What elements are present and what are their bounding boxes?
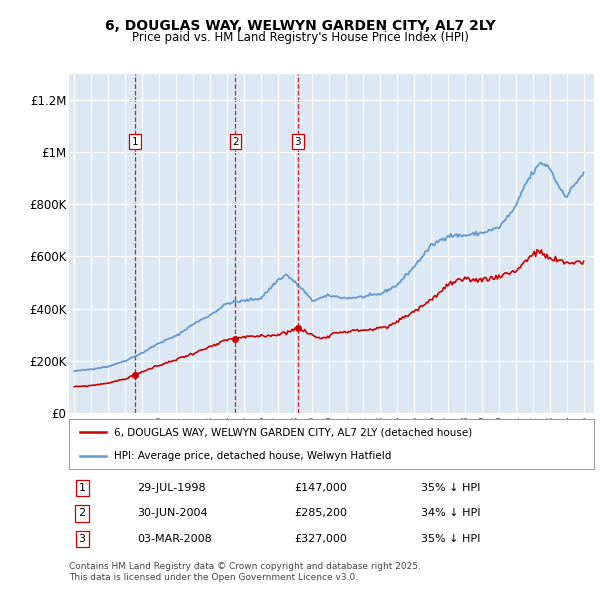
Text: 35% ↓ HPI: 35% ↓ HPI [421,534,480,544]
Text: 1: 1 [131,137,138,146]
Text: 1: 1 [79,483,86,493]
Text: £147,000: £147,000 [295,483,347,493]
Text: Price paid vs. HM Land Registry's House Price Index (HPI): Price paid vs. HM Land Registry's House … [131,31,469,44]
Text: £285,200: £285,200 [295,509,348,519]
Text: 03-MAR-2008: 03-MAR-2008 [137,534,212,544]
Text: £327,000: £327,000 [295,534,347,544]
Text: Contains HM Land Registry data © Crown copyright and database right 2025.: Contains HM Land Registry data © Crown c… [69,562,421,571]
Text: 3: 3 [79,534,86,544]
Text: 35% ↓ HPI: 35% ↓ HPI [421,483,480,493]
Text: 34% ↓ HPI: 34% ↓ HPI [421,509,480,519]
Text: 6, DOUGLAS WAY, WELWYN GARDEN CITY, AL7 2LY (detached house): 6, DOUGLAS WAY, WELWYN GARDEN CITY, AL7 … [113,427,472,437]
Text: 2: 2 [232,137,239,146]
Text: 3: 3 [295,137,301,146]
Text: 2: 2 [79,509,86,519]
Text: 29-JUL-1998: 29-JUL-1998 [137,483,206,493]
Text: This data is licensed under the Open Government Licence v3.0.: This data is licensed under the Open Gov… [69,573,358,582]
Text: HPI: Average price, detached house, Welwyn Hatfield: HPI: Average price, detached house, Welw… [113,451,391,461]
Text: 30-JUN-2004: 30-JUN-2004 [137,509,208,519]
Text: 6, DOUGLAS WAY, WELWYN GARDEN CITY, AL7 2LY: 6, DOUGLAS WAY, WELWYN GARDEN CITY, AL7 … [104,19,496,33]
